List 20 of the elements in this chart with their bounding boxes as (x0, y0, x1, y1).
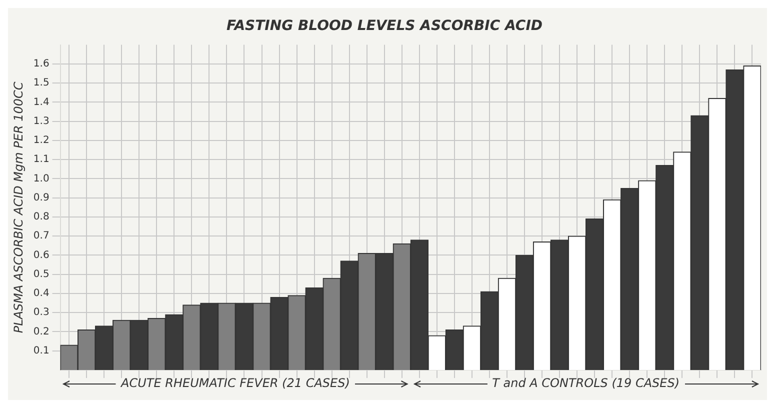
y-tick-label: 0.8 (33, 212, 50, 223)
y-tick-label: 1.3 (33, 116, 50, 127)
y-tick-label: 1.1 (33, 154, 50, 166)
y-tick-label: 1.5 (33, 78, 50, 89)
y-tick-label: 0.5 (33, 268, 50, 280)
text: T and A CONTROLS (19 CASES) (492, 376, 680, 390)
y-tick-label: 1.4 (33, 96, 50, 108)
y-tick-label: 0.4 (33, 288, 50, 300)
y-tick-label: 1.6 (33, 58, 50, 70)
chart-title: FASTING BLOOD LEVELS ASCORBIC ACID (226, 18, 543, 34)
y-tick-label: 0.7 (33, 230, 50, 242)
y-axis-title: PLASMA ASCORBIC ACID Mgm PER 100CC (11, 81, 26, 334)
y-tick-label: 1.0 (33, 173, 50, 184)
y-tick-label: 1.2 (33, 135, 50, 146)
y-tick-label: 0.2 (33, 326, 50, 338)
text: ACUTE RHEUMATIC FEVER (21 CASES) (120, 376, 350, 390)
y-tick-label: 0.6 (33, 250, 50, 261)
y-tick-label: 0.3 (33, 307, 50, 318)
y-tick-label: 0.9 (33, 192, 50, 204)
y-tick-label: 0.1 (33, 345, 50, 356)
